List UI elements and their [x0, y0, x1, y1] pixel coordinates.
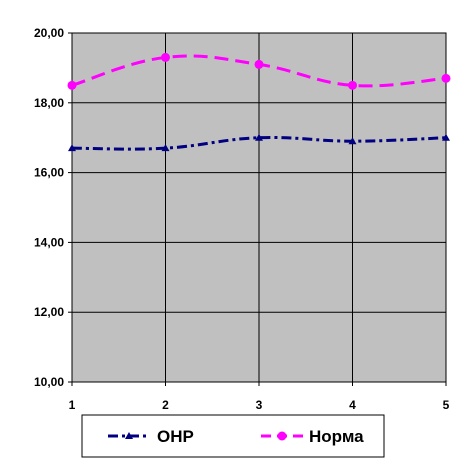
data-point-triangle	[442, 133, 450, 141]
x-tick-label: 5	[443, 398, 450, 412]
y-tick-label: 10,00	[34, 375, 64, 389]
data-point-circle	[254, 59, 264, 69]
x-tick-label: 1	[69, 398, 76, 412]
y-tick-label: 16,00	[34, 166, 64, 180]
x-tick-label: 4	[349, 398, 356, 412]
legend-marker-circle-icon	[277, 431, 287, 441]
y-tick-label: 14,00	[34, 235, 64, 249]
data-point-circle	[67, 80, 77, 90]
series-group	[67, 52, 451, 152]
data-point-triangle	[348, 137, 357, 145]
x-tick-label: 3	[256, 398, 263, 412]
legend-label-onr: ОНР	[157, 427, 194, 446]
axis-ticks: 10,00 12,00 14,00 16,00 18,00 20,00 1 2 3 4 5	[34, 26, 450, 412]
data-point-triangle	[161, 144, 170, 152]
legend-entry-norma: Норма	[261, 427, 364, 446]
y-tick-label: 20,00	[34, 26, 64, 40]
legend-marker-triangle-icon	[125, 432, 133, 439]
data-point-circle	[161, 52, 170, 62]
data-point-triangle	[255, 133, 263, 141]
legend-label-norma: Норма	[309, 427, 364, 446]
data-point-circle	[441, 73, 451, 83]
y-tick-label: 18,00	[34, 96, 64, 110]
y-tick-label: 12,00	[34, 305, 64, 319]
data-point-circle	[348, 80, 357, 90]
x-tick-label: 2	[162, 398, 169, 412]
data-point-triangle	[68, 144, 76, 152]
legend-entry-onr: ОНР	[108, 427, 194, 446]
